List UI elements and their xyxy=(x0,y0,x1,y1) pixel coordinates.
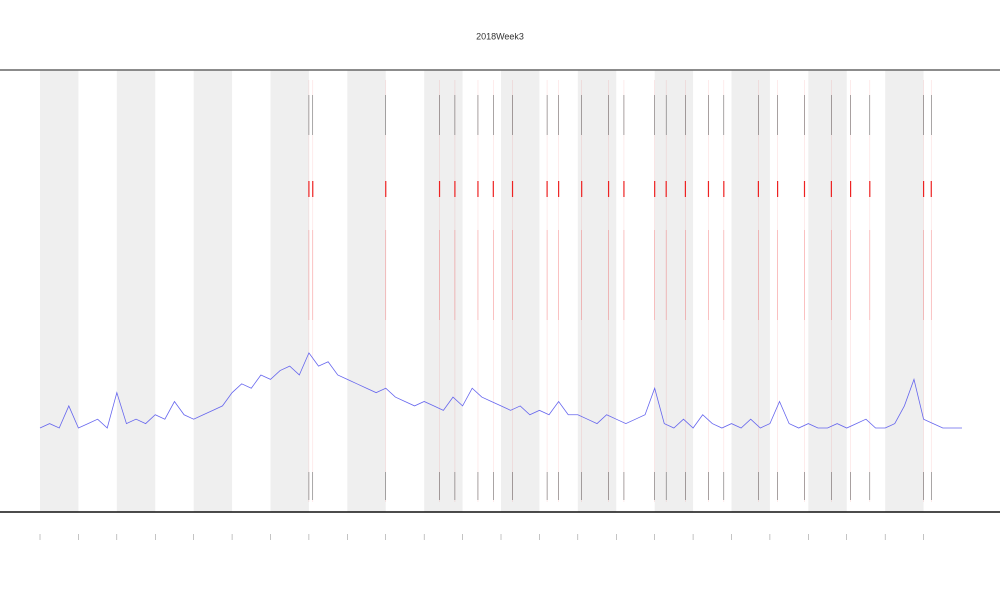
shade-band xyxy=(731,70,770,512)
shade-band xyxy=(116,70,156,512)
shade-band xyxy=(808,70,847,512)
chart-title: 2018Week3 xyxy=(476,31,524,41)
shade-band xyxy=(40,70,79,512)
shade-band xyxy=(577,70,617,512)
shade-band xyxy=(193,70,233,512)
shade-band xyxy=(347,70,386,512)
shade-band xyxy=(885,70,924,512)
shading-layer xyxy=(40,70,924,512)
shade-band xyxy=(501,70,540,512)
series-line xyxy=(39,352,962,429)
shade-band xyxy=(424,70,463,512)
shade-band xyxy=(654,70,694,512)
shade-band xyxy=(270,70,309,512)
